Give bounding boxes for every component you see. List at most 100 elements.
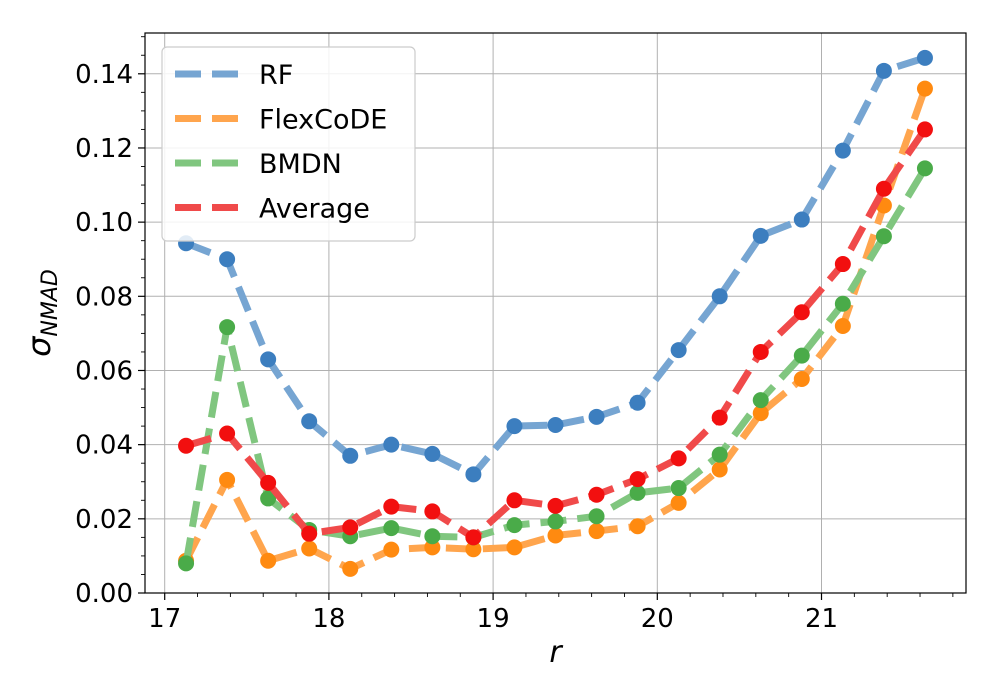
data-point-flexcode [342,560,359,577]
data-point-rf [711,288,728,305]
x-axis-title: r [549,635,563,670]
axis-ticks: 0.00 0.02 0.04 0.06 0.08 0.10 0.12 0.14 17 18 19 20… [75,36,954,634]
series-rf [178,49,933,483]
data-point-average [506,492,523,509]
legend-box [161,46,416,242]
y-tick-label: 0.02 [75,505,133,535]
legend-label-bmdn: BMDN [259,149,342,180]
data-point-bmdn [260,490,277,507]
data-point-average [752,343,769,360]
data-point-flexcode [547,527,564,544]
data-point-rf [916,49,933,66]
y-tick-label: 0.00 [75,579,133,609]
data-point-average [588,486,605,503]
data-point-bmdn [834,295,851,312]
data-point-rf [752,227,769,244]
y-tick-label: 0.04 [75,431,133,461]
x-tick-label: 19 [477,604,510,634]
y-tick-label: 0.10 [75,208,133,238]
data-point-average [875,180,892,197]
y-tick-label: 0.06 [75,356,133,386]
data-point-flexcode [424,539,441,556]
data-point-average [219,425,236,442]
series-average [178,121,933,546]
data-point-rf [506,418,523,435]
data-point-bmdn [178,555,195,572]
data-point-rf [301,413,318,430]
legend-label-rf: RF [259,60,293,91]
y-tick-label: 0.12 [75,134,133,164]
data-point-flexcode [588,523,605,540]
x-tick-label: 20 [641,604,674,634]
y-axis-title-symbol: σ [20,335,58,357]
data-point-bmdn [875,228,892,245]
data-point-average [260,474,277,491]
data-point-bmdn [424,528,441,545]
series-layer [178,49,933,577]
data-point-rf [383,436,400,453]
data-point-average [424,503,441,520]
data-point-flexcode [711,461,728,478]
x-tick-label: 18 [312,604,345,634]
data-point-flexcode [465,541,482,558]
legend-label-average: Average [259,194,370,225]
data-point-bmdn [711,446,728,463]
data-point-average [834,256,851,273]
data-point-average [301,525,318,542]
data-point-rf [588,408,605,425]
data-point-rf [670,342,687,359]
legend: RF FlexCoDE BMDN Average [161,46,416,242]
legend-label-flexcode: FlexCoDE [259,105,387,136]
data-point-rf [260,351,277,368]
data-point-average [383,498,400,515]
y-tick-label: 0.08 [75,282,133,312]
data-point-flexcode [219,471,236,488]
data-point-bmdn [793,347,810,364]
data-point-average [711,409,728,426]
plot-frame [144,32,967,594]
data-point-flexcode [301,540,318,557]
data-point-rf [834,142,851,159]
data-point-bmdn [219,319,236,336]
data-point-flexcode [260,552,277,569]
data-point-flexcode [793,371,810,388]
data-point-bmdn [670,480,687,497]
data-point-rf [875,62,892,79]
data-point-bmdn [916,160,933,177]
data-point-rf [629,394,646,411]
data-point-rf [342,447,359,464]
x-tick-label: 17 [148,604,181,634]
y-axis-title: σNMAD [20,269,63,357]
data-point-rf [465,466,482,483]
data-point-rf [547,417,564,433]
data-point-flexcode [506,539,523,556]
data-point-bmdn [588,508,605,525]
data-point-flexcode [916,80,933,97]
data-point-rf [424,445,441,462]
data-point-average [465,529,482,546]
data-point-bmdn [506,517,523,534]
data-point-average [629,471,646,488]
data-point-flexcode [752,405,769,422]
data-point-flexcode [834,317,851,334]
data-point-rf [793,211,810,228]
data-point-average [178,437,195,454]
y-tick-label: 0.14 [75,60,133,90]
data-point-flexcode [383,541,400,558]
data-point-flexcode [629,518,646,535]
data-point-average [670,450,687,467]
data-point-average [916,121,933,138]
data-point-rf [219,251,236,268]
data-point-bmdn [383,520,400,537]
data-point-bmdn [547,513,564,530]
data-point-average [342,519,359,536]
data-point-bmdn [752,392,769,409]
data-point-average [547,497,564,514]
data-point-average [793,304,810,321]
data-point-flexcode [670,494,687,511]
x-tick-label: 21 [805,604,838,634]
data-point-bmdn [629,484,646,501]
y-axis-title-subscript: NMAD [38,269,63,336]
